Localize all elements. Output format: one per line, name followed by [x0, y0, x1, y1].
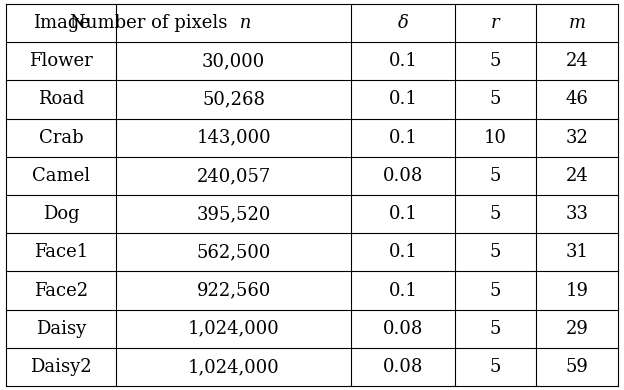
Text: n: n	[233, 14, 251, 32]
Text: m: m	[568, 14, 585, 32]
Text: 1,024,000: 1,024,000	[188, 358, 280, 376]
Text: r: r	[491, 14, 500, 32]
Text: 143,000: 143,000	[197, 129, 271, 147]
Text: 30,000: 30,000	[202, 52, 265, 70]
Text: Daisy: Daisy	[36, 320, 86, 338]
Text: 46: 46	[565, 90, 588, 108]
Text: 0.1: 0.1	[389, 282, 417, 300]
Text: 5: 5	[490, 320, 501, 338]
Text: Image: Image	[32, 14, 90, 32]
Text: 0.08: 0.08	[383, 320, 423, 338]
Text: 59: 59	[565, 358, 588, 376]
Text: 29: 29	[565, 320, 588, 338]
Text: Face1: Face1	[34, 243, 88, 261]
Text: 24: 24	[565, 167, 588, 185]
Text: 10: 10	[484, 129, 507, 147]
Text: 0.1: 0.1	[389, 52, 417, 70]
Text: Daisy2: Daisy2	[31, 358, 92, 376]
Text: 0.1: 0.1	[389, 90, 417, 108]
Text: Crab: Crab	[39, 129, 84, 147]
Text: Dog: Dog	[43, 205, 79, 223]
Text: 0.08: 0.08	[383, 358, 423, 376]
Text: δ: δ	[397, 14, 408, 32]
Text: 5: 5	[490, 358, 501, 376]
Text: Road: Road	[38, 90, 84, 108]
Text: 5: 5	[490, 90, 501, 108]
Text: 922,560: 922,560	[197, 282, 271, 300]
Text: 5: 5	[490, 282, 501, 300]
Text: 0.1: 0.1	[389, 243, 417, 261]
Text: 50,268: 50,268	[202, 90, 265, 108]
Text: 5: 5	[490, 243, 501, 261]
Text: Camel: Camel	[32, 167, 90, 185]
Text: 31: 31	[565, 243, 588, 261]
Text: Flower: Flower	[29, 52, 93, 70]
Text: 32: 32	[565, 129, 588, 147]
Text: 0.08: 0.08	[383, 167, 423, 185]
Text: 562,500: 562,500	[197, 243, 271, 261]
Text: 24: 24	[565, 52, 588, 70]
Text: 0.1: 0.1	[389, 205, 417, 223]
Text: 5: 5	[490, 167, 501, 185]
Text: 33: 33	[565, 205, 588, 223]
Text: Face2: Face2	[34, 282, 88, 300]
Text: 395,520: 395,520	[197, 205, 271, 223]
Text: 240,057: 240,057	[197, 167, 271, 185]
Text: 19: 19	[565, 282, 588, 300]
Text: 1,024,000: 1,024,000	[188, 320, 280, 338]
Text: 5: 5	[490, 52, 501, 70]
Text: Number of pixels: Number of pixels	[71, 14, 233, 32]
Text: 5: 5	[490, 205, 501, 223]
Text: 0.1: 0.1	[389, 129, 417, 147]
